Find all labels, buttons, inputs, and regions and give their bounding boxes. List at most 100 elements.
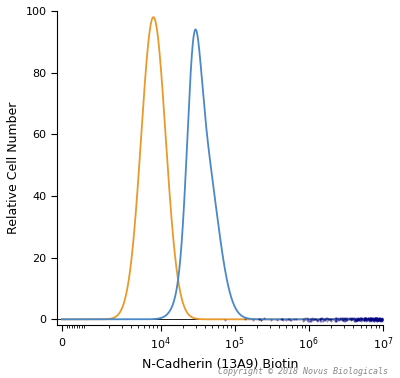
Point [375,315,382,321]
Point [348,316,354,322]
Point [332,318,338,324]
Point [354,316,361,322]
Point [333,318,340,324]
Point [369,315,376,321]
Point [367,315,374,321]
Point [335,315,341,321]
Point [371,318,377,324]
Point [377,318,384,324]
Point [353,318,359,324]
Point [339,318,346,324]
Point [348,315,354,321]
Point [342,315,348,321]
Point [364,318,370,324]
Point [372,315,378,321]
Point [311,316,317,322]
Point [378,317,385,323]
Point [356,316,362,322]
Point [371,316,378,322]
Point [292,316,299,322]
Point [346,315,352,321]
Point [362,317,368,323]
Point [342,316,348,322]
Point [302,315,308,321]
Point [362,316,369,322]
Point [332,315,339,321]
Point [378,316,385,322]
Point [372,315,378,321]
Point [356,315,363,321]
Point [356,317,363,323]
Point [324,315,330,321]
Point [367,315,374,321]
Point [352,316,358,322]
Point [338,315,344,321]
Point [376,317,383,323]
Point [372,316,378,322]
Point [361,317,367,323]
Point [307,318,313,324]
Point [359,316,365,322]
Point [369,316,376,322]
Point [378,317,385,323]
Point [344,317,350,323]
Point [334,316,340,322]
Point [351,315,357,321]
Point [346,316,353,322]
Point [366,318,372,324]
Point [305,316,312,322]
Point [351,318,358,324]
Point [317,316,324,322]
Point [372,316,379,322]
Point [373,317,380,323]
Point [348,316,354,322]
Point [376,317,383,323]
Point [318,318,324,324]
Point [284,316,291,322]
Point [343,318,349,324]
Point [371,315,378,321]
Point [366,317,372,323]
Point [312,316,318,322]
Point [350,316,356,322]
Point [373,315,379,321]
Point [377,318,383,324]
Point [366,316,373,322]
Point [316,316,323,322]
Point [339,318,345,324]
Point [374,318,380,324]
Point [377,317,384,323]
Point [376,315,382,321]
Point [372,316,379,322]
Point [340,317,346,323]
Point [374,316,380,322]
Point [354,316,361,322]
Point [258,317,264,323]
Point [324,318,330,324]
Point [328,316,334,322]
Point [310,316,316,322]
Point [314,318,320,324]
Point [321,318,327,324]
Point [378,316,384,322]
Point [374,315,380,321]
Point [378,316,384,322]
Point [291,316,298,322]
Point [379,317,385,323]
Point [379,316,385,322]
Point [359,315,366,321]
Point [304,318,311,324]
Point [372,316,378,322]
Point [355,318,362,324]
Point [376,316,382,322]
Text: Copyright © 2018 Novus Biologicals: Copyright © 2018 Novus Biologicals [218,367,388,376]
Point [339,316,346,322]
Point [369,317,375,323]
Point [375,316,381,322]
Point [357,318,363,324]
Point [351,318,358,324]
Point [354,317,360,323]
Point [361,317,367,323]
Point [316,318,323,324]
Point [333,317,339,323]
